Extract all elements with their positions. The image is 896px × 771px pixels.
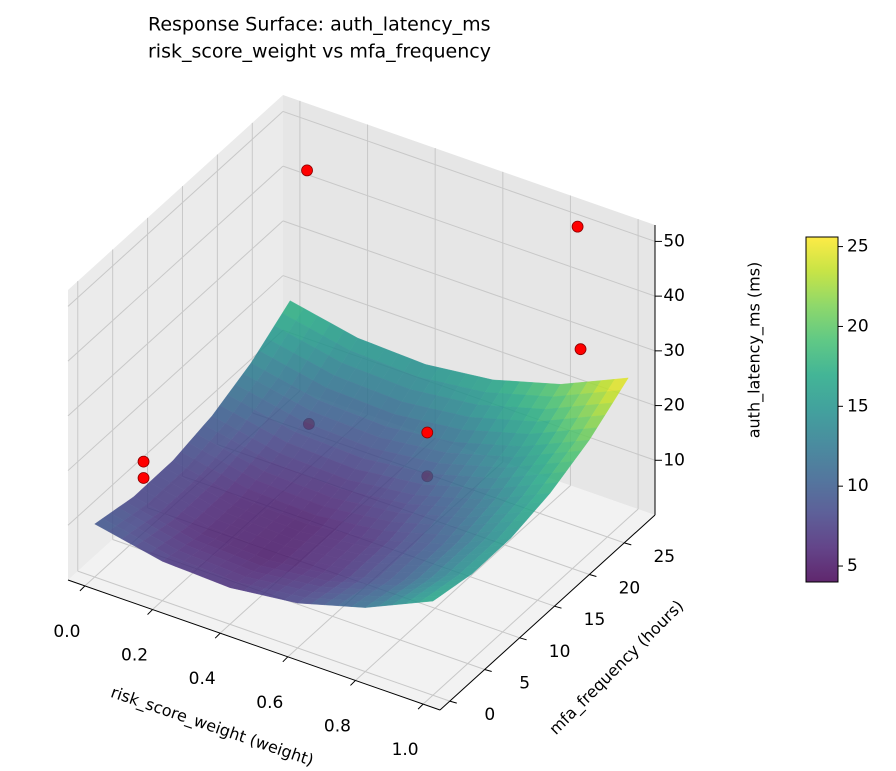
grid-line: [282, 165, 656, 297]
y-tick-label: 15: [584, 610, 606, 630]
colorbar-tick-label: 10: [847, 476, 869, 496]
z-axis-label: auth_latency_ms (ms): [745, 262, 765, 439]
grid-line: [67, 275, 284, 471]
x-tick: [79, 585, 86, 592]
grid-line: [282, 220, 656, 352]
data-point: [421, 426, 434, 439]
y-tick-label: 5: [519, 673, 530, 693]
grid-line: [67, 111, 284, 307]
grid-line: [77, 570, 450, 702]
z-tick-label: 50: [663, 231, 685, 251]
grid-line: [422, 508, 639, 705]
data-point: [137, 472, 150, 484]
surface-patch: [419, 595, 442, 603]
x-tick-label: 0.0: [53, 622, 80, 642]
data-point: [301, 164, 313, 177]
x-tick: [214, 632, 221, 639]
colorbar-tick-label: 20: [847, 316, 869, 336]
colorbar-tick-label: 15: [847, 396, 869, 416]
grid-line: [355, 485, 571, 681]
y-tick-label: 20: [619, 579, 641, 599]
x-axis-label: risk_score_weight (weight): [108, 682, 316, 770]
x-tick: [417, 703, 424, 710]
x-tick-label: 0.6: [256, 693, 283, 713]
grid-line: [67, 220, 284, 417]
colorbar-frame: [805, 236, 839, 583]
y-tick-label: 25: [653, 547, 675, 567]
z-tick-label: 20: [663, 396, 685, 416]
axis-line: [67, 579, 441, 711]
colorbar-tick-label: 25: [847, 237, 869, 257]
colorbar-tick-label: 5: [847, 556, 858, 576]
x-tick-label: 0.8: [324, 716, 351, 736]
chart-title: Response Surface: auth_latency_ms: [148, 14, 491, 36]
grid-line: [67, 165, 284, 362]
data-point: [571, 220, 584, 233]
z-tick-label: 10: [663, 450, 685, 470]
chart-subtitle: risk_score_weight vs mfa_frequency: [148, 41, 491, 63]
x-tick-label: 1.0: [392, 740, 419, 760]
z-tick-label: 40: [663, 286, 685, 306]
y-axis-label: mfa_frequency (hours): [545, 596, 688, 739]
x-tick-label: 0.2: [121, 646, 148, 666]
x-tick: [282, 656, 289, 663]
y-tick: [519, 637, 527, 641]
y-tick: [624, 542, 632, 546]
axis-line: [439, 514, 656, 711]
x-tick: [350, 680, 356, 686]
x-tick-label: 0.4: [189, 669, 216, 689]
grid-line: [67, 329, 284, 526]
data-point: [574, 343, 587, 356]
grid-line: [282, 110, 656, 242]
y-tick: [554, 605, 562, 609]
z-tick-label: 30: [663, 341, 685, 361]
x-tick: [147, 609, 153, 615]
y-tick-label: 0: [484, 705, 495, 725]
data-point: [137, 455, 150, 468]
left-pane: [68, 95, 283, 580]
y-tick: [449, 700, 457, 704]
y-tick-label: 10: [549, 642, 571, 662]
colorbar: [806, 237, 838, 582]
y-tick: [484, 668, 492, 672]
y-tick: [589, 574, 597, 577]
surface: [94, 300, 629, 608]
